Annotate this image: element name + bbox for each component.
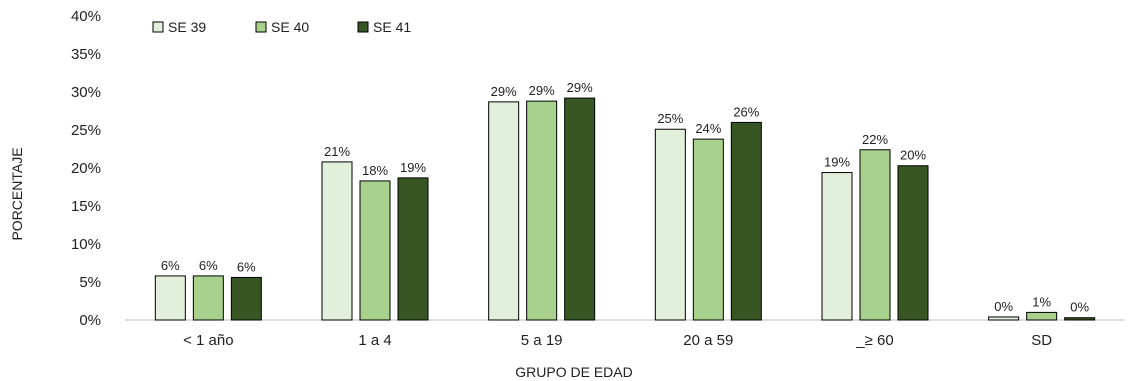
bar [1064, 317, 1096, 321]
y-axis-title: PORCENTAJE [9, 147, 25, 240]
legend-label: SE 41 [373, 19, 411, 35]
bars-group [154, 97, 1096, 321]
y-tick-label: 15% [71, 198, 101, 215]
data-label: 26% [733, 104, 759, 119]
data-label: 22% [862, 132, 888, 147]
bar [564, 97, 596, 321]
data-label: 29% [567, 80, 593, 95]
data-label: 18% [362, 163, 388, 178]
data-label: 21% [324, 144, 350, 159]
category-labels-group: < 1 año 1 a 4 5 a 19 20 a 59 _≥ 60 SD [183, 332, 1052, 349]
bar [988, 316, 1020, 321]
bar [730, 121, 762, 321]
data-label: 20% [900, 148, 926, 163]
bar [154, 275, 186, 321]
legend-label: SE 39 [168, 19, 206, 35]
y-axis-ticks: 0% 5% 10% 15% 20% 25% 30% 35% 40% [71, 8, 101, 329]
bar [488, 101, 520, 321]
data-label: 6% [161, 258, 180, 273]
category-label: _≥ 60 [855, 332, 893, 349]
bar [526, 100, 558, 321]
bar [192, 275, 224, 321]
bar [821, 172, 853, 321]
bar [692, 138, 724, 321]
legend-swatch [357, 21, 369, 33]
x-axis-title: GRUPO DE EDAD [515, 364, 632, 380]
data-label: 0% [1070, 300, 1089, 315]
legend-swatch [255, 21, 267, 33]
category-label: 5 a 19 [521, 332, 563, 349]
y-tick-label: 0% [79, 312, 101, 329]
y-tick-label: 10% [71, 236, 101, 253]
data-label: 6% [199, 258, 218, 273]
bar [397, 177, 429, 321]
legend: SE 39 SE 40 SE 41 [152, 19, 411, 35]
data-label: 19% [824, 155, 850, 170]
data-labels-group: 6% 6% 6% 21% 18% 19% 29% 29% 29% 25% 24% 26% 19% 22% 2… [161, 80, 1090, 315]
category-label: 1 a 4 [358, 332, 391, 349]
category-label: SD [1031, 332, 1052, 349]
legend-swatch [152, 21, 164, 33]
bar [321, 161, 353, 321]
y-tick-label: 5% [79, 274, 101, 291]
y-tick-label: 35% [71, 46, 101, 63]
category-label: < 1 año [183, 332, 233, 349]
bar [1026, 311, 1058, 321]
data-label: 19% [400, 160, 426, 175]
category-label: 20 a 59 [683, 332, 733, 349]
data-label: 24% [695, 121, 721, 136]
data-label: 25% [657, 111, 683, 126]
data-label: 29% [529, 83, 555, 98]
legend-label: SE 40 [271, 19, 309, 35]
bar [230, 276, 262, 321]
bar [859, 149, 891, 321]
y-tick-label: 40% [71, 8, 101, 25]
bar [654, 128, 686, 321]
y-tick-label: 25% [71, 122, 101, 139]
data-label: 1% [1032, 294, 1051, 309]
data-label: 29% [491, 84, 517, 99]
y-tick-label: 30% [71, 84, 101, 101]
data-label: 6% [237, 259, 256, 274]
bar [897, 165, 929, 321]
y-tick-label: 20% [71, 160, 101, 177]
bar [359, 180, 391, 321]
data-label: 0% [994, 299, 1013, 314]
